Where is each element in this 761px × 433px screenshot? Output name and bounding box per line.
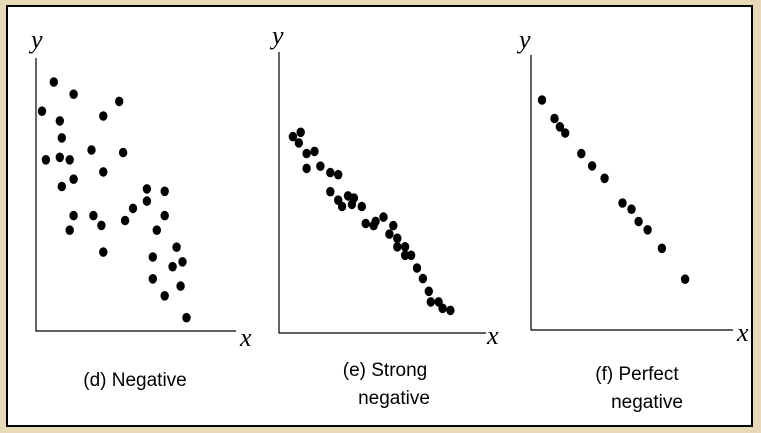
data-point: [288, 131, 298, 142]
data-point: [337, 201, 347, 212]
panel-e-x-label: x: [486, 321, 499, 350]
data-point: [379, 212, 388, 222]
data-point: [152, 225, 161, 235]
panel-e-y-label: y: [269, 21, 284, 50]
data-point: [142, 196, 152, 206]
data-point: [118, 147, 128, 158]
data-point: [634, 216, 643, 227]
panel-d: y x (d) Negative: [28, 25, 252, 391]
panel-f-axes: [530, 55, 733, 331]
data-point: [400, 242, 410, 252]
data-point: [294, 138, 303, 148]
data-point: [69, 174, 78, 184]
panel-f-caption-line2: negative: [611, 392, 683, 413]
data-point: [57, 133, 66, 143]
data-point: [393, 233, 402, 244]
data-point: [347, 199, 357, 210]
data-point: [148, 274, 157, 284]
panel-e: y x (e) Strong negative: [269, 21, 499, 409]
data-point: [326, 167, 335, 178]
data-point: [385, 229, 394, 239]
data-point: [389, 220, 398, 231]
panel-e-caption-line2: negative: [358, 388, 430, 409]
data-point: [357, 201, 366, 212]
data-point: [128, 203, 138, 214]
data-point: [326, 186, 335, 197]
panel-d-x-label: x: [239, 323, 252, 352]
data-point: [65, 155, 74, 165]
data-point: [426, 297, 435, 307]
data-point: [120, 215, 130, 226]
data-point: [87, 145, 96, 155]
data-point: [627, 204, 636, 214]
panel-f: y x (f) Perfect negative: [516, 25, 749, 413]
data-point: [99, 247, 108, 257]
data-point: [537, 95, 547, 105]
data-point: [561, 128, 570, 138]
data-point: [49, 77, 58, 87]
data-point: [97, 220, 106, 231]
panel-e-axes: [278, 52, 486, 334]
data-point: [99, 167, 108, 177]
data-point: [587, 161, 597, 171]
data-point: [406, 250, 416, 261]
data-point: [555, 122, 565, 132]
data-point: [55, 152, 64, 163]
panel-e-caption-line1: (e) Strong: [343, 360, 427, 381]
panel-f-x-label: x: [736, 318, 749, 347]
panel-f-caption-line1: (f) Perfect: [595, 364, 679, 385]
data-point: [296, 127, 305, 138]
data-point: [418, 273, 428, 284]
data-point: [302, 163, 311, 174]
data-point: [160, 291, 169, 301]
data-point: [393, 242, 402, 252]
data-point: [178, 257, 187, 267]
data-point: [55, 116, 64, 126]
data-point: [69, 210, 78, 221]
panel-d-caption-line1: (d) Negative: [83, 370, 187, 391]
data-point: [160, 186, 169, 197]
data-point: [182, 312, 191, 323]
data-point: [160, 210, 169, 221]
data-point: [115, 96, 124, 107]
panel-d-points: [37, 77, 191, 323]
data-point: [657, 243, 667, 254]
data-point: [424, 286, 433, 297]
data-point: [446, 305, 455, 316]
panel-d-y-label: y: [28, 25, 43, 54]
data-point: [361, 218, 370, 229]
data-point: [148, 252, 157, 262]
data-point: [41, 155, 51, 165]
data-point: [99, 111, 108, 121]
data-point: [334, 169, 343, 180]
data-point: [577, 148, 586, 159]
data-point: [37, 106, 47, 116]
data-point: [69, 89, 78, 99]
data-point: [302, 148, 311, 159]
data-point: [618, 198, 627, 208]
data-point: [89, 210, 98, 221]
panel-f-points: [537, 95, 690, 285]
data-point: [550, 113, 559, 124]
data-point: [65, 225, 74, 235]
data-point: [316, 161, 325, 171]
data-point: [643, 225, 652, 235]
data-point: [680, 274, 690, 285]
data-point: [412, 263, 422, 273]
data-point: [371, 216, 380, 227]
data-point: [310, 146, 319, 157]
data-point: [142, 184, 152, 194]
panel-e-points: [288, 127, 455, 316]
data-point: [57, 181, 66, 192]
panel-d-axes: [35, 58, 236, 332]
data-point: [438, 303, 447, 314]
data-point: [600, 173, 609, 184]
data-point: [172, 242, 181, 252]
panel-f-y-label: y: [516, 25, 531, 54]
data-point: [176, 281, 185, 291]
data-point: [168, 261, 177, 272]
data-point: [400, 250, 410, 261]
